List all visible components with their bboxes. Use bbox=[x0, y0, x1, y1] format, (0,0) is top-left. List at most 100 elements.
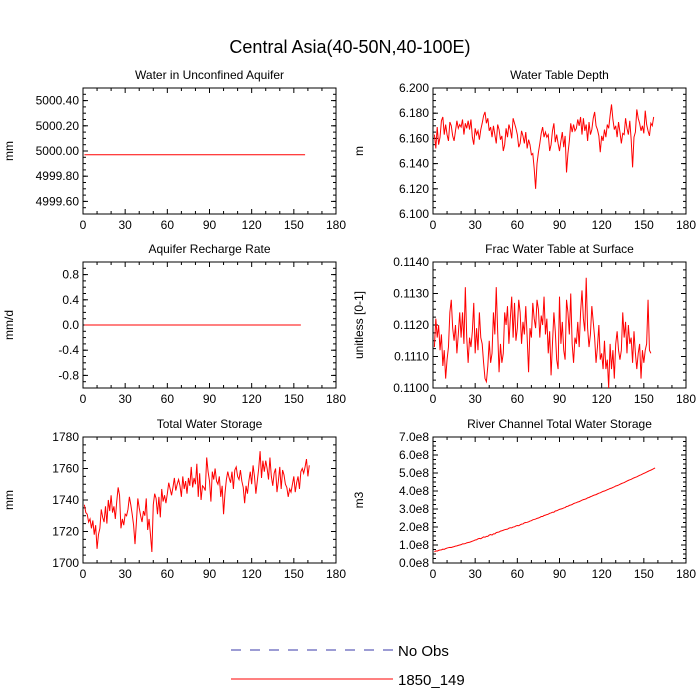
x-tick-label: 90 bbox=[553, 392, 567, 406]
y-tick-label: 6.200 bbox=[399, 81, 429, 95]
x-tick-label: 90 bbox=[553, 567, 567, 581]
y-tick-label: 0.0 bbox=[62, 318, 79, 332]
x-tick-label: 90 bbox=[553, 218, 567, 232]
chart-panel: Total Water Storage mm 0 30 60 90 120 150 180 170… bbox=[2, 417, 346, 581]
y-axis-label: m bbox=[352, 146, 366, 156]
plot-frame bbox=[82, 87, 337, 215]
chart-panel: Frac Water Table at Surface unitless [0-1… bbox=[352, 242, 696, 406]
y-tick-label: 4999.60 bbox=[36, 194, 80, 208]
chart-panel: Water in Unconfined Aquifer mm 0 30 60 90 120 1… bbox=[2, 68, 346, 232]
x-tick-label: 180 bbox=[326, 218, 346, 232]
panel-title: Total Water Storage bbox=[157, 417, 263, 431]
y-tick-label: 1760 bbox=[52, 462, 79, 476]
y-axis-label: mm/d bbox=[2, 310, 16, 340]
x-tick-label: 150 bbox=[634, 567, 654, 581]
series-line-1850_149 bbox=[433, 277, 652, 389]
plot-frame bbox=[432, 261, 687, 389]
chart-panel: River Channel Total Water Storage m3 0 30 60… bbox=[352, 417, 696, 581]
plot-frame bbox=[432, 436, 687, 564]
y-tick-label: 5.0e8 bbox=[399, 466, 429, 480]
y-axis-label: mm bbox=[2, 490, 16, 510]
y-tick-label: 6.120 bbox=[399, 182, 429, 196]
x-tick-label: 0 bbox=[80, 567, 87, 581]
x-tick-label: 30 bbox=[118, 218, 132, 232]
y-tick-label: 7.0e8 bbox=[399, 430, 429, 444]
x-tick-label: 30 bbox=[118, 392, 132, 406]
x-tick-label: 180 bbox=[326, 567, 346, 581]
y-tick-label: 3.0e8 bbox=[399, 502, 429, 516]
legend-label: No Obs bbox=[398, 643, 449, 660]
y-tick-label: 0.8 bbox=[62, 268, 79, 282]
x-tick-label: 0 bbox=[80, 218, 87, 232]
y-tick-label: 6.160 bbox=[399, 131, 429, 145]
y-tick-label: 1700 bbox=[52, 556, 79, 570]
x-tick-label: 30 bbox=[468, 392, 482, 406]
x-tick-label: 180 bbox=[676, 218, 696, 232]
x-tick-label: 60 bbox=[161, 392, 175, 406]
y-tick-label: 5000.40 bbox=[36, 94, 80, 108]
y-tick-label: -0.4 bbox=[58, 343, 79, 357]
y-tick-label: 4.0e8 bbox=[399, 484, 429, 498]
y-tick-label: 0.0e8 bbox=[399, 556, 429, 570]
y-tick-label: 6.140 bbox=[399, 157, 429, 171]
panel-title: Aquifer Recharge Rate bbox=[148, 242, 270, 256]
x-tick-label: 150 bbox=[634, 218, 654, 232]
x-tick-label: 90 bbox=[203, 218, 217, 232]
panel-title: Water in Unconfined Aquifer bbox=[135, 68, 284, 82]
x-tick-label: 180 bbox=[676, 392, 696, 406]
y-tick-label: 5000.20 bbox=[36, 119, 80, 133]
plot-frame bbox=[82, 436, 337, 564]
y-tick-label: 6.0e8 bbox=[399, 448, 429, 462]
panel-title: Water Table Depth bbox=[510, 68, 609, 82]
x-tick-label: 60 bbox=[161, 567, 175, 581]
x-tick-label: 120 bbox=[242, 567, 262, 581]
panel-title: Frac Water Table at Surface bbox=[485, 242, 634, 256]
x-tick-label: 60 bbox=[511, 218, 525, 232]
y-tick-label: 1.0e8 bbox=[399, 538, 429, 552]
x-tick-label: 90 bbox=[203, 392, 217, 406]
y-tick-label: 4999.80 bbox=[36, 169, 80, 183]
y-tick-label: 2.0e8 bbox=[399, 520, 429, 534]
legend-label: 1850_149 bbox=[398, 672, 465, 689]
series-line-1850_149 bbox=[434, 467, 656, 553]
x-tick-label: 60 bbox=[161, 218, 175, 232]
y-axis-label: unitless [0-1] bbox=[352, 291, 366, 359]
y-tick-label: 0.1130 bbox=[393, 287, 429, 301]
y-tick-label: 0.1100 bbox=[393, 381, 429, 395]
y-axis-label: mm bbox=[2, 141, 16, 161]
x-tick-label: 30 bbox=[468, 567, 482, 581]
y-tick-label: 0.1140 bbox=[393, 255, 429, 269]
y-tick-label: -0.8 bbox=[58, 368, 79, 382]
x-tick-label: 90 bbox=[203, 567, 217, 581]
series-line-1850_149 bbox=[433, 104, 655, 189]
chart-panel: Water Table Depth m 0 30 60 90 120 150 180 6.100 6… bbox=[352, 68, 696, 232]
x-tick-label: 30 bbox=[468, 218, 482, 232]
x-tick-label: 150 bbox=[634, 392, 654, 406]
x-tick-label: 0 bbox=[80, 392, 87, 406]
y-axis-label: m3 bbox=[352, 491, 366, 508]
x-tick-label: 60 bbox=[511, 567, 525, 581]
y-tick-label: 6.180 bbox=[399, 106, 429, 120]
x-tick-label: 150 bbox=[284, 392, 304, 406]
y-tick-label: 1780 bbox=[52, 430, 79, 444]
y-tick-label: 5000.00 bbox=[36, 144, 80, 158]
chart-panel: Aquifer Recharge Rate mm/d 0 30 60 90 120 150 18… bbox=[2, 242, 346, 406]
y-tick-label: 0.1120 bbox=[393, 318, 429, 332]
x-tick-label: 30 bbox=[118, 567, 132, 581]
legend: No Obs 1850_149 bbox=[231, 643, 465, 689]
x-tick-label: 180 bbox=[676, 567, 696, 581]
x-tick-label: 0 bbox=[430, 218, 437, 232]
series-line-1850_149 bbox=[83, 451, 310, 553]
x-tick-label: 120 bbox=[592, 567, 612, 581]
x-tick-label: 60 bbox=[511, 392, 525, 406]
panel-title: River Channel Total Water Storage bbox=[467, 417, 652, 431]
y-tick-label: 0.4 bbox=[62, 293, 79, 307]
x-tick-label: 0 bbox=[430, 392, 437, 406]
y-tick-label: 6.100 bbox=[399, 207, 429, 221]
x-tick-label: 150 bbox=[284, 567, 304, 581]
x-tick-label: 180 bbox=[326, 392, 346, 406]
y-tick-label: 1740 bbox=[52, 493, 79, 507]
y-tick-label: 0.1110 bbox=[394, 350, 429, 364]
x-tick-label: 120 bbox=[242, 392, 262, 406]
